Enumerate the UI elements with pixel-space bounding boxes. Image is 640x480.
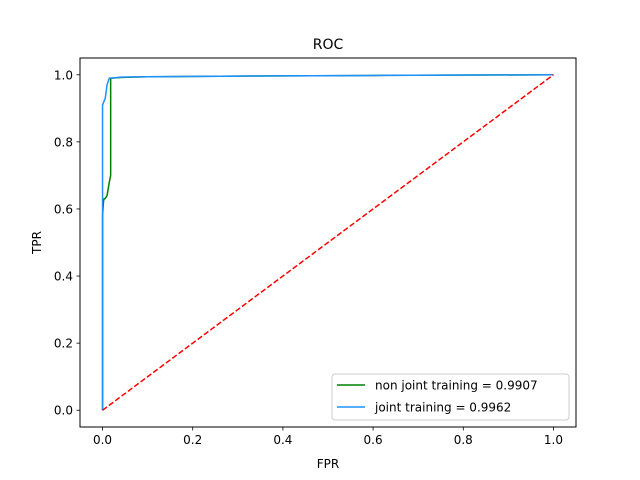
x-tick-label: 0.4 <box>273 433 292 447</box>
x-tick-label: 1.0 <box>544 433 563 447</box>
plot-area <box>101 74 554 411</box>
y-tick-label: 0.2 <box>54 337 73 351</box>
series-line-1 <box>101 74 554 411</box>
axes-frame <box>79 57 577 428</box>
chance-diagonal-line <box>102 74 554 411</box>
y-tick-label: 1.0 <box>54 68 73 82</box>
x-tick-label: 0.8 <box>454 433 473 447</box>
x-tick-label: 0.6 <box>364 433 383 447</box>
chart-title: ROC <box>313 37 344 53</box>
x-tick-label: 0.0 <box>93 433 112 447</box>
y-tick-label: 0.0 <box>54 404 73 418</box>
y-tick-label: 0.4 <box>54 270 73 284</box>
x-axis: 0.0 0.2 0.4 0.6 0.8 1.0 <box>93 427 563 447</box>
y-tick-label: 0.8 <box>54 135 73 149</box>
legend-entry-label: non joint training = 0.9907 <box>375 379 538 393</box>
y-axis: 0.0 0.2 0.4 0.6 0.8 1.0 <box>54 68 80 418</box>
legend-entry-label: joint training = 0.9962 <box>374 401 511 415</box>
x-tick-label: 0.2 <box>183 433 202 447</box>
x-axis-label: FPR <box>317 457 339 471</box>
legend: non joint training = 0.9907 joint trainin… <box>331 373 570 421</box>
legend-box <box>331 373 570 421</box>
y-axis-label: TPR <box>30 231 44 255</box>
y-tick-label: 0.6 <box>54 202 73 216</box>
